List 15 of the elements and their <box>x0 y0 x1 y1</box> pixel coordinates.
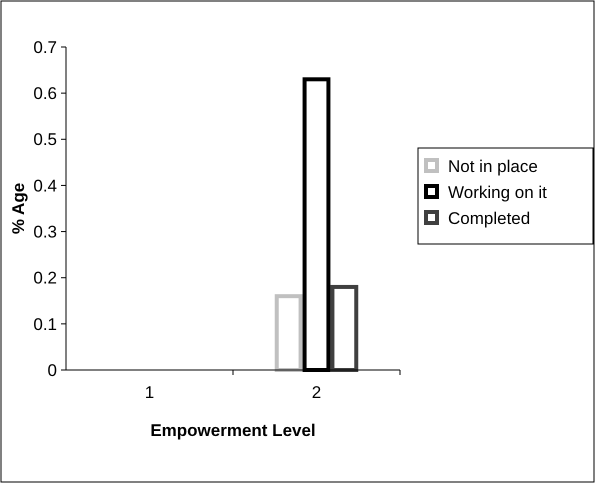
y-tick-label: 0.4 <box>33 176 57 196</box>
y-tick-label: 0.3 <box>33 222 57 242</box>
y-axis-title: % Age <box>9 182 28 234</box>
y-tick-label: 0.7 <box>33 38 57 57</box>
y-tick-label: 0.5 <box>33 130 57 150</box>
x-tick-label: 1 <box>144 383 154 402</box>
x-tick-label: 2 <box>312 383 322 402</box>
legend-label: Not in place <box>448 156 538 176</box>
y-tick-label: 0 <box>48 360 57 380</box>
y-tick-label: 0.1 <box>33 314 57 334</box>
legend-label: Working on it <box>448 182 548 202</box>
x-axis-title: Empowerment Level <box>150 421 316 440</box>
y-tick-label: 0.6 <box>33 84 57 104</box>
y-tick-label: 0.2 <box>33 268 57 288</box>
legend-label: Completed <box>448 208 530 228</box>
